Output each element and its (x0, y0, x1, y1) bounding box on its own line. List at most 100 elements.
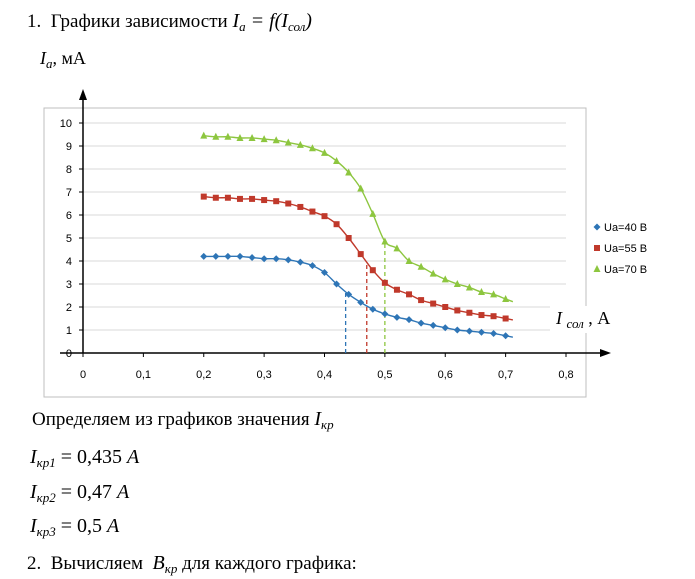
legend-marker (593, 223, 601, 231)
critical-lines (344, 241, 386, 353)
data-point (345, 168, 353, 176)
y-tick-label: 7 (66, 187, 72, 199)
data-point (297, 203, 304, 210)
y-tick-label: 2 (66, 302, 72, 314)
x-tick-label: 0,3 (256, 369, 271, 381)
data-point (272, 255, 280, 263)
data-point (321, 213, 328, 220)
data-point (236, 195, 243, 202)
formula-ikr1: Iкр1 = 0,435 A (30, 446, 140, 470)
data-point (212, 252, 220, 260)
x-tick-label: 0,8 (558, 369, 573, 381)
data-point (309, 208, 316, 215)
data-point (502, 294, 510, 302)
data-point (200, 252, 208, 260)
y-tick-label: 4 (66, 256, 72, 268)
data-points (200, 131, 510, 340)
data-point (405, 257, 413, 264)
data-point (442, 304, 449, 310)
x-tick-label: 0,7 (498, 369, 513, 381)
legend-marker (594, 245, 600, 251)
y-axis-title: Ia, мА (40, 48, 86, 71)
data-point (393, 286, 400, 293)
data-point (272, 136, 280, 144)
x-tick-labels: 0 0,1 0,2 0,3 0,4 0,5 0,6 0,7 0,8 (80, 369, 574, 381)
legend-label: Ua=40 В (604, 222, 647, 234)
y-tick-label: 5 (66, 233, 72, 245)
data-point (249, 195, 256, 202)
y-tick-label: 0 (66, 348, 72, 360)
axes (60, 89, 611, 357)
data-point (200, 131, 208, 139)
data-point (333, 156, 341, 164)
data-point (260, 255, 268, 263)
data-point (429, 269, 437, 277)
x-tick-label: 0,5 (377, 369, 392, 381)
data-point (224, 194, 231, 201)
data-point (405, 316, 413, 324)
data-point (308, 262, 316, 270)
legend: Ua=40 В Ua=55 В Ua=70 В (593, 222, 647, 276)
data-point (296, 258, 304, 266)
y-tick-label: 6 (66, 210, 72, 222)
data-point (466, 309, 473, 316)
data-point (236, 252, 244, 260)
data-point (478, 312, 485, 319)
data-point (357, 298, 365, 306)
y-tick-labels: 0 1 2 3 4 5 6 7 8 9 10 (60, 118, 72, 360)
data-point (357, 184, 365, 192)
data-point (224, 132, 232, 140)
legend-marker (593, 265, 601, 272)
data-point (417, 262, 425, 270)
data-point (381, 310, 389, 318)
data-point (381, 237, 389, 245)
data-point (490, 329, 498, 337)
heading-2: 2. Вычисляем Bкр для каждого графика: (27, 552, 357, 576)
data-point (260, 135, 268, 143)
y-tick-label: 10 (60, 118, 72, 130)
y-tick-label: 3 (66, 279, 72, 291)
data-point (393, 244, 401, 252)
data-point (345, 235, 352, 241)
formula-ikr2: Iкр2 = 0,47 A (30, 481, 130, 505)
data-point (200, 193, 207, 200)
formula-ikr3: Iкр3 = 0,5 A (30, 515, 120, 539)
data-point (406, 291, 413, 298)
data-point (369, 305, 377, 313)
heading-1-number: 1. (27, 11, 42, 32)
data-point (224, 252, 232, 260)
data-point (393, 313, 401, 321)
data-point (381, 279, 388, 286)
data-point (430, 300, 437, 307)
data-point (441, 324, 449, 332)
data-point (345, 290, 353, 298)
data-point (453, 280, 461, 287)
data-point (369, 209, 377, 217)
paragraph-ikr: Определяем из графиков значения Iкр (32, 408, 334, 432)
data-point (490, 290, 498, 298)
x-tick-label: 0 (80, 369, 86, 381)
data-point (248, 254, 256, 262)
x-tick-label: 0,2 (196, 369, 211, 381)
y-tick-label: 1 (66, 325, 72, 337)
data-point (212, 132, 220, 140)
data-point (284, 138, 292, 146)
data-point (321, 269, 328, 276)
data-point (357, 251, 364, 258)
legend-label: Ua=55 В (604, 243, 647, 255)
data-point (441, 275, 449, 283)
data-point (453, 326, 461, 334)
data-point (308, 144, 316, 152)
y-tick-label: 8 (66, 164, 72, 176)
data-point (418, 297, 425, 304)
data-point (212, 194, 219, 201)
data-point (333, 280, 341, 288)
data-point (236, 133, 244, 141)
x-axis-arrow-icon (600, 349, 611, 357)
data-point (465, 283, 473, 291)
data-point (284, 256, 292, 264)
data-point (273, 198, 280, 205)
data-point (477, 288, 485, 296)
data-point (490, 313, 497, 320)
